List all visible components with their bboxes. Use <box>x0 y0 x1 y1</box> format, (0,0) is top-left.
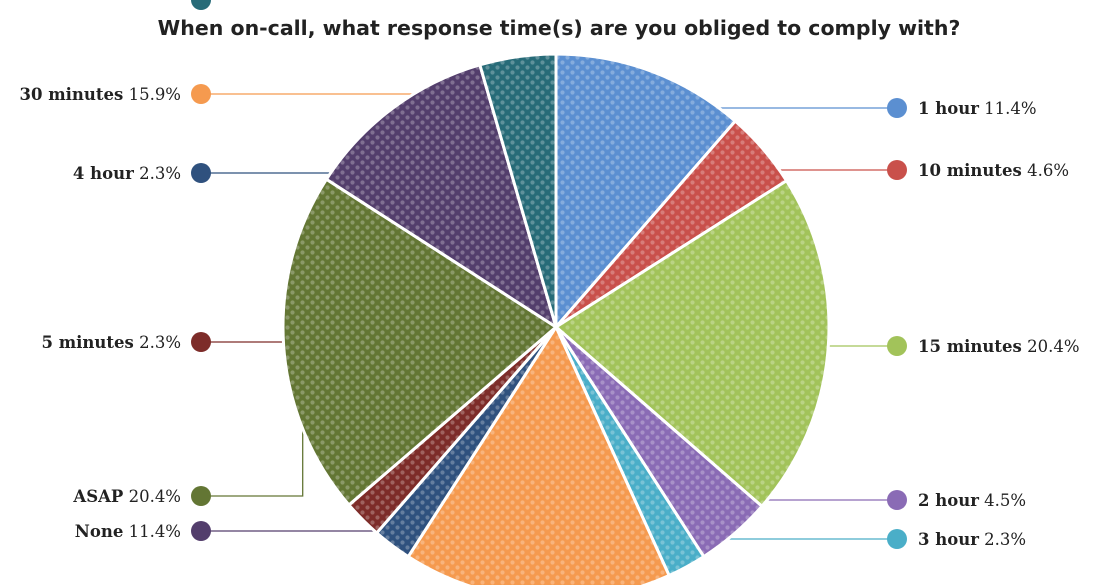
callout-dot-none <box>191 521 211 541</box>
label-value-2-hour: 4.5% <box>979 491 1026 510</box>
callout-dot-varies <box>191 0 211 10</box>
pie-slices <box>281 52 831 585</box>
slice-texture-asap <box>281 177 558 507</box>
callout-dot-2-hour <box>887 490 907 510</box>
callout-dot-30-minutes <box>191 84 211 104</box>
label-15-minutes: 15 minutes 20.4% <box>918 337 1080 356</box>
callout-dot-10-minutes <box>887 160 907 180</box>
label-name-30-minutes: 30 minutes <box>19 85 123 104</box>
callout-labels: 1 hour 11.4% 10 minutes 4.6% 15 minutes 20… <box>19 0 1080 549</box>
label-name-asap: ASAP <box>72 487 123 506</box>
label-value-3-hour: 2.3% <box>979 530 1026 549</box>
label-value-asap: 20.4% <box>123 487 181 506</box>
slice-15-minutes <box>554 179 831 508</box>
slice-30-minutes <box>406 325 671 585</box>
label-30-minutes: 30 minutes 15.9% <box>19 85 181 104</box>
label-none: None 11.4% <box>75 522 181 541</box>
label-value-30-minutes: 15.9% <box>123 85 181 104</box>
label-5-minutes: 5 minutes 2.3% <box>41 333 181 352</box>
callout-dot-4-hour <box>191 163 211 183</box>
callout-dot-15-minutes <box>887 336 907 356</box>
label-name-varies: Varies <box>76 0 134 4</box>
label-name-10-minutes: 10 minutes <box>918 161 1022 180</box>
label-value-4-hour: 2.3% <box>134 164 181 183</box>
label-name-1-hour: 1 hour <box>918 99 979 118</box>
callout-dot-asap <box>191 486 211 506</box>
label-varies: Varies 4.5% <box>76 0 181 4</box>
label-4-hour: 4 hour 2.3% <box>73 164 181 183</box>
label-value-5-minutes: 2.3% <box>134 333 181 352</box>
callout-dot-1-hour <box>887 98 907 118</box>
slice-asap <box>281 177 558 507</box>
label-value-varies: 4.5% <box>134 0 181 4</box>
label-10-minutes: 10 minutes 4.6% <box>918 161 1069 180</box>
label-name-none: None <box>75 522 124 541</box>
slice-texture-1-hour <box>554 52 737 329</box>
label-value-none: 11.4% <box>123 522 181 541</box>
label-name-5-minutes: 5 minutes <box>41 333 133 352</box>
label-name-2-hour: 2 hour <box>918 491 979 510</box>
callout-dot-5-minutes <box>191 332 211 352</box>
label-2-hour: 2 hour 4.5% <box>918 491 1026 510</box>
label-name-3-hour: 3 hour <box>918 530 979 549</box>
chart-title: When on-call, what response time(s) are … <box>158 16 961 40</box>
label-asap: ASAP 20.4% <box>72 487 181 506</box>
slice-texture-varies <box>478 52 558 329</box>
label-3-hour: 3 hour 2.3% <box>918 530 1026 549</box>
slice-texture-15-minutes <box>554 179 831 508</box>
callout-dot-3-hour <box>887 529 907 549</box>
slice-varies <box>478 52 558 329</box>
slice-texture-30-minutes <box>406 325 671 585</box>
slice-1-hour <box>554 52 737 329</box>
label-value-10-minutes: 4.6% <box>1022 161 1069 180</box>
label-1-hour: 1 hour 11.4% <box>918 99 1037 118</box>
label-name-4-hour: 4 hour <box>73 164 134 183</box>
label-value-15-minutes: 20.4% <box>1022 337 1080 356</box>
label-value-1-hour: 11.4% <box>979 99 1037 118</box>
label-name-15-minutes: 15 minutes <box>918 337 1022 356</box>
